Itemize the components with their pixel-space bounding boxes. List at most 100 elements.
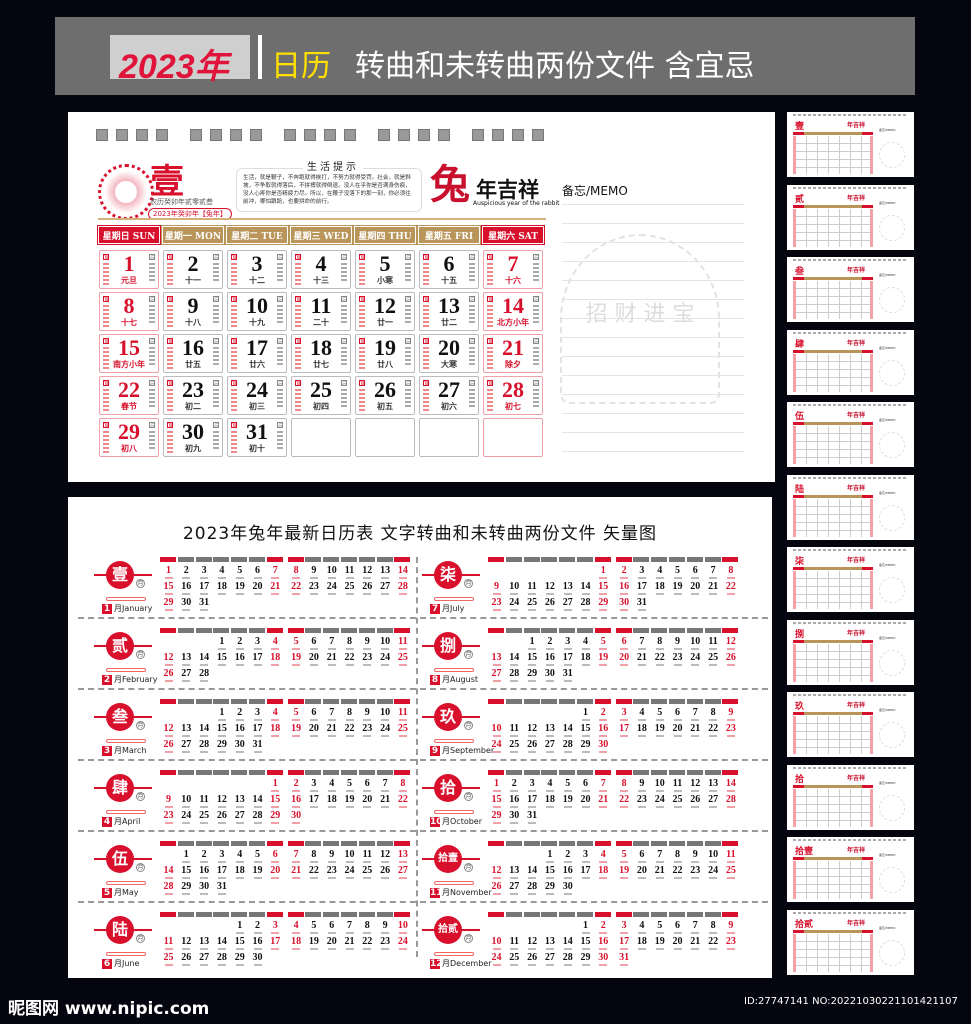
day-number[interactable]: 18 [651,581,668,595]
day-number[interactable]: 17 [633,581,650,595]
day-number[interactable]: 2 [541,636,558,650]
day-number[interactable]: 31 [633,597,650,611]
day-number[interactable]: 16 [595,936,612,950]
day-number[interactable]: 18 [231,865,248,879]
day-number[interactable]: 13 [377,565,394,579]
day-number[interactable]: 29 [541,881,558,895]
day-number[interactable]: 17 [305,794,322,808]
day-number[interactable]: 24 [377,652,394,666]
day-number[interactable]: 14 [213,936,230,950]
day-number[interactable]: 23 [633,794,650,808]
day-number[interactable]: 16 [231,723,248,737]
day-number[interactable]: 20 [305,723,322,737]
day-number[interactable]: 15 [541,865,558,879]
day-number[interactable]: 23 [687,865,704,879]
day-number[interactable]: 14 [196,723,213,737]
day-cell[interactable]: 宜 忌 16 廿五 [163,334,223,373]
day-number[interactable]: 16 [559,865,576,879]
day-cell[interactable]: 宜 忌 3 十二 [227,250,287,289]
day-number[interactable]: 3 [577,849,594,863]
day-number[interactable]: 10 [705,849,722,863]
day-number[interactable]: 12 [687,778,704,792]
day-number[interactable]: 13 [178,723,195,737]
day-number[interactable]: 9 [323,849,340,863]
day-number[interactable]: 19 [595,652,612,666]
day-number[interactable]: 20 [267,865,284,879]
day-number[interactable]: 14 [559,936,576,950]
day-cell[interactable]: 宜 忌 11 二十 [291,292,351,331]
day-number[interactable]: 21 [651,865,668,879]
day-number[interactable]: 13 [394,849,411,863]
day-cell[interactable]: 宜 忌 22 春节 [99,376,159,415]
day-number[interactable]: 4 [213,565,230,579]
day-number[interactable]: 9 [687,849,704,863]
day-number[interactable]: 27 [178,668,195,682]
day-number[interactable]: 13 [541,936,558,950]
day-number[interactable]: 1 [577,707,594,721]
day-number[interactable]: 13 [559,581,576,595]
day-number[interactable]: 27 [559,597,576,611]
day-number[interactable]: 17 [524,794,541,808]
day-number[interactable]: 14 [249,794,266,808]
day-number[interactable]: 4 [541,778,558,792]
day-number[interactable]: 16 [231,652,248,666]
day-number[interactable]: 19 [616,865,633,879]
day-number[interactable]: 15 [524,652,541,666]
day-number[interactable]: 8 [705,707,722,721]
day-number[interactable]: 1 [541,849,558,863]
day-number[interactable]: 26 [178,952,195,966]
day-number[interactable]: 10 [687,636,704,650]
day-number[interactable]: 30 [178,597,195,611]
day-number[interactable]: 22 [305,865,322,879]
month-thumbnail[interactable]: 玖 年吉祥 备忘/MEMO [787,692,914,757]
day-number[interactable]: 30 [231,739,248,753]
day-number[interactable]: 7 [323,636,340,650]
day-cell[interactable]: 宜 忌 6 十五 [419,250,479,289]
day-number[interactable]: 21 [633,652,650,666]
day-number[interactable]: 10 [488,723,505,737]
day-number[interactable]: 1 [595,565,612,579]
day-number[interactable]: 18 [541,794,558,808]
day-number[interactable]: 10 [341,849,358,863]
day-cell[interactable]: 宜 忌 18 廿七 [291,334,351,373]
day-cell[interactable]: 宜 忌 1 元旦 [99,250,159,289]
day-cell[interactable]: 宜 忌 4 十三 [291,250,351,289]
day-number[interactable]: 9 [359,636,376,650]
day-number[interactable]: 21 [341,936,358,950]
day-number[interactable]: 9 [377,920,394,934]
day-number[interactable]: 3 [524,778,541,792]
day-number[interactable]: 10 [178,794,195,808]
day-number[interactable]: 21 [705,581,722,595]
day-number[interactable]: 6 [249,565,266,579]
day-number[interactable]: 25 [341,581,358,595]
day-number[interactable]: 18 [633,723,650,737]
day-number[interactable]: 20 [359,794,376,808]
day-number[interactable]: 29 [577,739,594,753]
day-number[interactable]: 30 [196,881,213,895]
day-number[interactable]: 30 [288,810,305,824]
day-number[interactable]: 23 [160,810,177,824]
day-number[interactable]: 22 [669,865,686,879]
day-number[interactable]: 14 [722,778,739,792]
day-number[interactable]: 23 [669,652,686,666]
day-number[interactable]: 24 [687,652,704,666]
day-number[interactable]: 6 [577,778,594,792]
day-number[interactable]: 6 [669,707,686,721]
day-number[interactable]: 20 [305,652,322,666]
month-thumbnail[interactable]: 拾 年吉祥 备忘/MEMO [787,764,914,830]
day-number[interactable]: 5 [669,565,686,579]
day-number[interactable]: 27 [705,794,722,808]
day-number[interactable]: 1 [267,778,284,792]
day-number[interactable]: 19 [288,652,305,666]
day-number[interactable]: 28 [577,597,594,611]
day-number[interactable]: 21 [267,581,284,595]
day-number[interactable]: 2 [616,565,633,579]
day-cell[interactable]: 宜 忌 12 廿一 [355,292,415,331]
day-number[interactable]: 17 [249,652,266,666]
day-number[interactable]: 5 [288,636,305,650]
day-number[interactable]: 23 [305,581,322,595]
day-number[interactable]: 29 [595,597,612,611]
day-number[interactable]: 14 [577,581,594,595]
day-number[interactable]: 15 [267,794,284,808]
day-cell[interactable]: 宜 忌 29 初八 [99,418,159,457]
